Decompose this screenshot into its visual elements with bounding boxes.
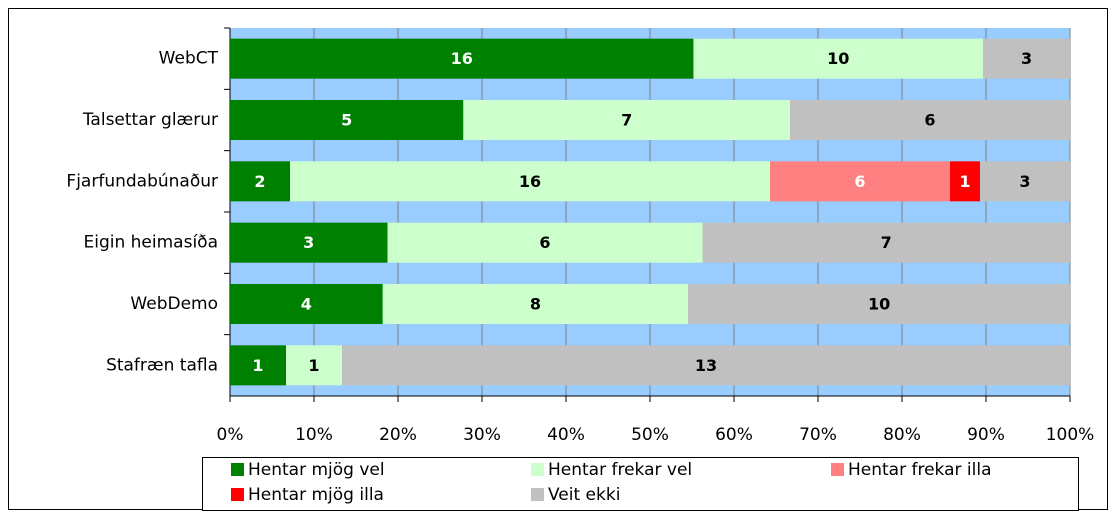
bar-segment: [387, 222, 703, 263]
y-tick-label: Fjarfundabúnaður: [66, 171, 218, 191]
legend-swatch: [531, 463, 544, 476]
bar-segment: [230, 161, 290, 202]
bar-segment: [980, 161, 1070, 202]
x-tick-label: 30%: [463, 425, 501, 445]
legend-box: [202, 457, 1079, 511]
y-tick-label: WebCT: [159, 49, 219, 69]
data-label: 6: [924, 111, 935, 130]
x-tick-label: 80%: [883, 425, 921, 445]
data-label: 7: [621, 111, 632, 130]
data-label: 1: [308, 356, 319, 375]
bar-segment: [230, 38, 694, 79]
data-label: 7: [881, 233, 892, 252]
bar-segment: [790, 100, 1070, 140]
data-label: 3: [303, 233, 314, 252]
bar-segment: [230, 100, 464, 140]
x-tick-label: 0%: [217, 425, 244, 445]
y-tick-label: Stafræn tafla: [106, 355, 218, 375]
y-tick-label: Eigin heimasíða: [84, 233, 219, 253]
bar-segment: [290, 161, 770, 202]
data-label: 1: [959, 172, 970, 191]
legend-label: Hentar frekar illa: [848, 460, 992, 480]
legend-label: Hentar mjög vel: [248, 460, 385, 480]
bar-segment: [950, 161, 980, 202]
bar-segment: [382, 284, 689, 324]
x-tick-label: 40%: [547, 425, 585, 445]
data-label: 4: [301, 295, 312, 314]
legend-label: Hentar mjög illa: [248, 485, 384, 505]
y-tick-label: WebDemo: [130, 294, 218, 314]
bar-segment: [286, 345, 342, 386]
data-label: 6: [854, 172, 865, 191]
legend-swatch: [231, 463, 244, 476]
bar-segment: [342, 345, 1070, 386]
bar-segment: [693, 38, 984, 79]
x-tick-label: 10%: [295, 425, 333, 445]
bar-segment: [230, 222, 388, 263]
data-label: 16: [519, 172, 541, 191]
x-tick-label: 70%: [799, 425, 837, 445]
data-label: 13: [695, 356, 717, 375]
legend-swatch: [831, 463, 844, 476]
data-label: 10: [827, 49, 849, 68]
data-label: 16: [451, 49, 473, 68]
bar-segment: [230, 345, 286, 386]
legend-label: Hentar frekar vel: [548, 460, 692, 480]
legend-swatch: [231, 488, 244, 501]
data-label: 8: [530, 295, 541, 314]
bar-segment: [463, 100, 790, 140]
y-tick-label: Talsettar glærur: [82, 110, 218, 130]
x-tick-label: 50%: [631, 425, 669, 445]
bar-segment: [983, 38, 1070, 79]
x-tick-label: 100%: [1046, 425, 1095, 445]
legend-swatch: [531, 488, 544, 501]
bar-segment: [702, 222, 1070, 263]
data-label: 6: [539, 233, 550, 252]
data-label: 1: [252, 356, 263, 375]
data-label: 10: [868, 295, 890, 314]
data-label: 3: [1019, 172, 1030, 191]
bar-segment: [770, 161, 950, 202]
bar-segment: [688, 284, 1070, 324]
legend-label: Veit ekki: [548, 485, 620, 505]
data-label: 2: [254, 172, 265, 191]
data-label: 5: [341, 111, 352, 130]
x-tick-label: 60%: [715, 425, 753, 445]
x-tick-label: 20%: [379, 425, 417, 445]
x-tick-label: 90%: [967, 425, 1005, 445]
bar-segment: [230, 284, 383, 324]
data-label: 3: [1021, 49, 1032, 68]
